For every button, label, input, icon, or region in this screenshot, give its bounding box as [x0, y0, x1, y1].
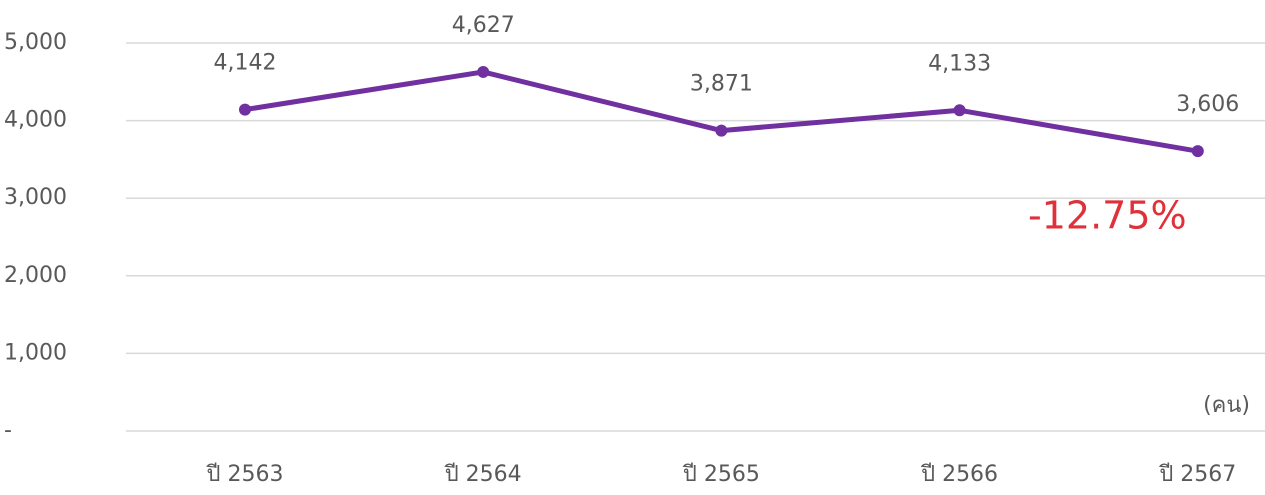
data-label: 3,871	[690, 72, 753, 97]
data-label: 4,627	[452, 13, 515, 38]
point	[477, 65, 490, 78]
x-tick-label: ปี 2566	[920, 462, 998, 487]
annotation: -12.75%	[1028, 194, 1187, 238]
y-tick-label: 5,000	[4, 30, 67, 55]
x-tick-label: ปี 2564	[444, 462, 522, 487]
y-tick-label: 4,000	[4, 108, 67, 133]
y-tick-label: -	[4, 418, 12, 443]
point	[953, 104, 966, 117]
point	[239, 103, 251, 116]
x-tick-label: ปี 2563	[205, 462, 283, 487]
y-tick-label: 3,000	[4, 185, 67, 210]
x-tick-label: ปี 2567	[1158, 462, 1236, 487]
data-label: 4,142	[214, 51, 277, 76]
unit-label: (คน)	[1203, 393, 1250, 418]
y-tick-label: 2,000	[4, 263, 67, 288]
data-label: 4,133	[928, 51, 991, 76]
point	[1191, 145, 1204, 158]
data-label: 3,606	[1176, 92, 1239, 117]
y-tick-label: 1,000	[4, 340, 67, 365]
point	[715, 124, 728, 137]
x-tick-label: ปี 2565	[682, 462, 760, 487]
